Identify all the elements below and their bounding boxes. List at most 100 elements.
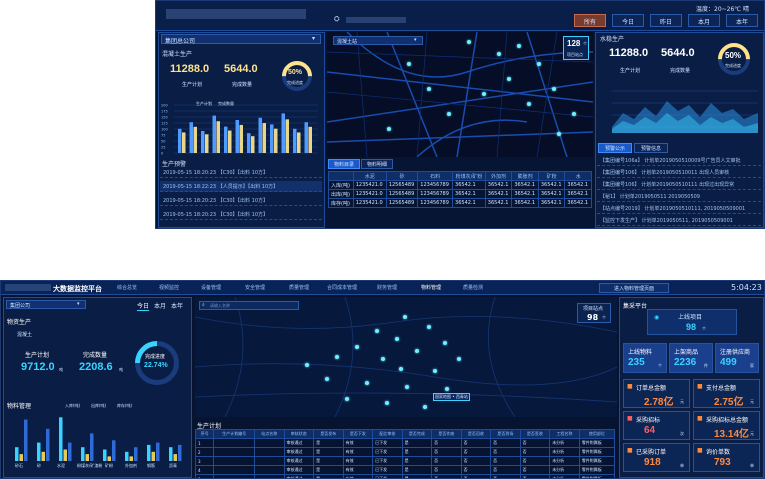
alert-row[interactable]: 【监控下发生产】 计划单2019050511, 2019050509001 <box>597 215 761 226</box>
map-search-input[interactable]: ⌕ 请输入名称 <box>199 301 299 310</box>
table-row[interactable]: 1 审核通过是有效 已下发是否否否否未分析 零件附属板 <box>194 438 616 448</box>
nav-safety[interactable]: 安全管理 <box>245 285 266 291</box>
tab-year[interactable]: 本年 <box>171 303 184 310</box>
map-pin[interactable] <box>387 127 391 131</box>
concrete-title: 混凝土 <box>17 332 33 338</box>
table-row[interactable]: 2 审核通过是有效 已下发是否否否否未分析 零件附属板 <box>194 447 616 457</box>
company-select[interactable]: 集团总公司 ▾ <box>161 34 321 45</box>
tab-month[interactable]: 本月 <box>688 14 720 27</box>
map-pin[interactable] <box>381 357 385 361</box>
map-site-select[interactable]: 混凝土站 ▾ <box>333 36 423 45</box>
map-label: 国家地图 • 西青站 <box>433 393 470 401</box>
map-pin[interactable] <box>405 385 409 389</box>
region-map[interactable]: ⌕ 请输入名称 项目站点 98 个 国家地图 • 西青站 <box>195 297 617 417</box>
tab-today[interactable]: 今日 <box>137 303 150 311</box>
company-select[interactable]: 集团公司 ▾ <box>6 300 86 309</box>
map-pin[interactable] <box>427 325 431 329</box>
map-pin[interactable] <box>482 92 486 96</box>
map-pin[interactable] <box>365 381 369 385</box>
map-pin[interactable] <box>517 44 521 48</box>
table-row[interactable]: 库存(吨) 1235421.0 12565489 123456789 36542.1 36… <box>328 198 592 208</box>
map-pin[interactable] <box>447 112 451 116</box>
map-pin[interactable] <box>572 112 576 116</box>
map-pin[interactable] <box>507 77 511 81</box>
tab-today[interactable]: 今日 <box>612 14 644 27</box>
alert-row[interactable]: 【秘1】 计划单2019050511 2019050509 <box>597 191 761 202</box>
map-pin[interactable] <box>457 357 461 361</box>
nav-contract[interactable]: 合同成本管理 <box>327 285 358 291</box>
map-pin[interactable] <box>467 40 471 44</box>
concrete-progress-value: 50% <box>288 69 303 76</box>
map-pin[interactable] <box>427 87 431 91</box>
warning-row[interactable]: 2019-05-15 18:20:23 【C30】【出料 10方】 <box>160 209 322 220</box>
map-pin[interactable] <box>557 132 561 136</box>
map-pin[interactable] <box>305 363 309 367</box>
tab-material-catalog[interactable]: 物料目录 <box>328 159 360 169</box>
tab-alert-info[interactable]: 预警信息 <box>634 143 668 153</box>
map-pin[interactable] <box>399 367 403 371</box>
table-cell: 3 <box>194 456 215 466</box>
enter-material-button[interactable]: 进入物料管理页面 <box>599 283 669 293</box>
table-cell: 否 <box>519 465 551 475</box>
tab-year[interactable]: 本年 <box>726 14 758 27</box>
site-count-label: 项目站点 <box>583 306 604 312</box>
table-cell: 未分析 <box>549 474 580 478</box>
warning-row[interactable]: 2019-05-15 18:22:23 【人员提示】【出料 10方】 <box>160 181 322 192</box>
card-icon: ■ <box>697 415 703 422</box>
map-pin[interactable] <box>345 397 349 401</box>
map-pin[interactable] <box>407 62 411 66</box>
material-chart-title: 物料管理 <box>7 403 32 410</box>
tab-all[interactable]: 所有 <box>574 14 606 27</box>
stat-value: 499 <box>720 357 737 368</box>
nav-equipment[interactable]: 设备管理 <box>201 285 222 291</box>
bar <box>189 122 193 153</box>
city-map[interactable]: 混凝土站 ▾ 128 个 项目站点 <box>327 32 593 157</box>
user-icon[interactable]: ⛭ <box>334 15 340 23</box>
table-row[interactable]: 入库(吨) 1235421.0 12565489 123456789 36542.1 36… <box>328 180 592 190</box>
table-cell: 36542.1 <box>484 189 513 199</box>
table-row[interactable]: 出库(吨) 1235421.0 12565489 123456789 36542.1 36… <box>328 189 592 199</box>
tab-yesterday[interactable]: 昨日 <box>650 14 682 27</box>
procurement-title: 集采平台 <box>623 303 648 310</box>
map-pin[interactable] <box>395 337 399 341</box>
table-row[interactable]: 3 审核通过是有效 已下发是否否否否未分析 零件附属板 <box>194 456 616 466</box>
table-row[interactable]: 4 审核通过是有效 已下发是否否否否未分析 零件附属板 <box>194 465 616 475</box>
map-pin[interactable] <box>335 355 339 359</box>
warning-row[interactable]: 2019-05-15 18:20:23 【C30】【出料 10方】 <box>160 167 322 178</box>
map-pin[interactable] <box>415 349 419 353</box>
table-cell: 审核通过 <box>283 447 315 457</box>
map-pin[interactable] <box>375 329 379 333</box>
tab-material-detail[interactable]: 物料明细 <box>361 159 393 169</box>
procurement-card: ■ 已采购订单 918 单 <box>623 443 690 472</box>
tab-month[interactable]: 本月 <box>154 303 167 310</box>
alert-row[interactable]: 【站点编号2019】 计划单2019050510111, 20190505090… <box>597 203 761 214</box>
map-pin[interactable] <box>497 52 501 56</box>
map-pin[interactable] <box>385 401 389 405</box>
map-pin[interactable] <box>423 405 427 409</box>
map-pin[interactable] <box>433 369 437 373</box>
stat-value: 235 <box>628 357 645 368</box>
alert-row[interactable]: 【集团编号106a】 计划单2019050510009号广告员人文审批 <box>597 155 761 166</box>
nav-video[interactable]: 视频监控 <box>159 285 180 291</box>
warning-row[interactable]: 2019-05-15 18:20:23 【C30】【出料 10方】 <box>160 195 322 206</box>
map-pin[interactable] <box>443 341 447 345</box>
alert-row[interactable]: 【集团编号106】 计划单2019050510111 出现过出现异常 <box>597 179 761 190</box>
map-pin[interactable] <box>552 87 556 91</box>
alert-row[interactable]: 【集团编号106】 计划单2019050510011 出现人员审核 <box>597 167 761 178</box>
map-pin[interactable] <box>355 345 359 349</box>
map-pin[interactable] <box>527 102 531 106</box>
table-row[interactable]: 5 审核通过是有效 已下发是否否否否未分析 零件附属板 <box>194 474 616 478</box>
nav-quality[interactable]: 质量管理 <box>289 285 310 291</box>
concrete-done-label: 完成数量 <box>232 82 253 88</box>
map-pin[interactable] <box>537 62 541 66</box>
nav-inspection[interactable]: 质量检测 <box>463 285 484 291</box>
y-tick-label: 100 <box>161 128 168 132</box>
map-pin[interactable] <box>445 387 449 391</box>
nav-finance[interactable]: 财务管理 <box>377 285 398 291</box>
nav-overview[interactable]: 综合总览 <box>117 285 138 291</box>
tab-alert-public[interactable]: 预警公示 <box>598 143 632 153</box>
map-pin[interactable] <box>325 377 329 381</box>
nav-material[interactable]: 物料管理 <box>421 285 442 291</box>
table-cell: 是 <box>401 456 433 466</box>
map-pin[interactable] <box>403 315 407 319</box>
